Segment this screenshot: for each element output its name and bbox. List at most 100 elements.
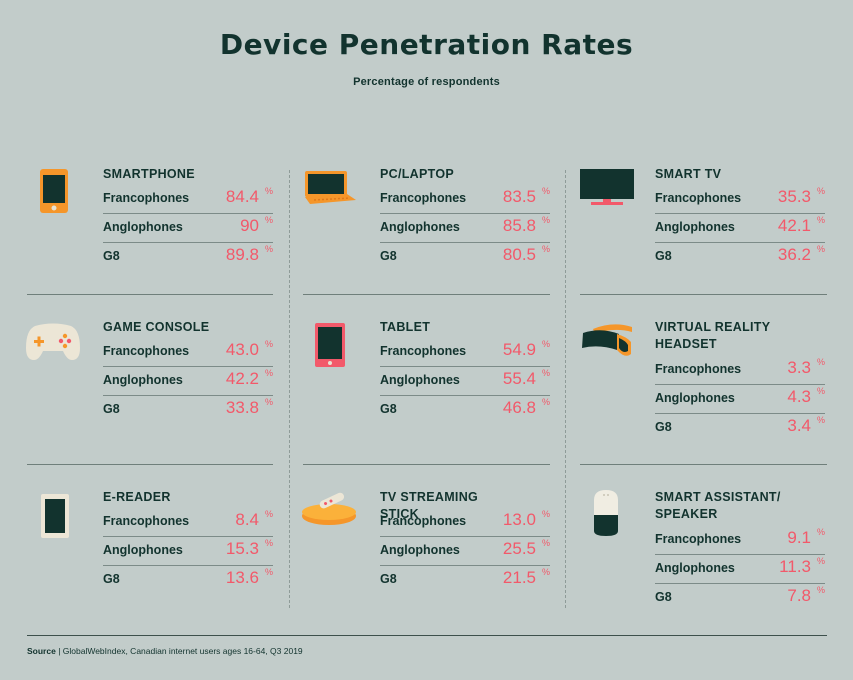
percent-sign: % — [264, 244, 273, 254]
row-label: G8 — [103, 572, 120, 586]
table-row: Anglophones 42.2% — [103, 366, 273, 396]
table-row: Francophones 35.3% — [655, 184, 825, 214]
percent-sign: % — [816, 527, 825, 537]
tablet-icon — [315, 323, 345, 367]
table-row: Francophones 54.9% — [380, 337, 550, 367]
percent-sign: % — [264, 567, 273, 577]
table-row: G8 7.8% — [655, 583, 825, 612]
percent-sign: % — [541, 567, 550, 577]
device-name: TABLET — [380, 320, 431, 334]
table-row: Francophones 9.1% — [655, 525, 825, 555]
row-label: Francophones — [380, 344, 467, 358]
percent-sign: % — [541, 538, 550, 548]
data-label: 15.3 — [225, 539, 259, 558]
row-label: Francophones — [103, 514, 190, 528]
chart-subtitle: Percentage of respondents — [353, 76, 500, 88]
data-label: 42.2 — [225, 369, 259, 388]
row-label: Anglophones — [655, 220, 735, 234]
row-divider — [303, 464, 550, 465]
gamepad-icon — [26, 323, 80, 360]
device-name: VIRTUAL REALITY HEADSET — [655, 320, 771, 351]
device-name: SMART TV — [655, 167, 722, 181]
data-label: 43.0 — [225, 340, 259, 359]
chart-title: Device Penetration Rates — [219, 28, 634, 61]
row-label: Anglophones — [655, 391, 735, 405]
row-label: Anglophones — [380, 543, 460, 557]
row-label: G8 — [380, 402, 397, 416]
row-label: G8 — [103, 249, 120, 263]
laptop-icon — [305, 171, 356, 204]
percent-sign: % — [816, 357, 825, 367]
percent-sign: % — [816, 556, 825, 566]
row-label: Francophones — [103, 191, 190, 205]
row-label: Francophones — [655, 532, 742, 546]
table-row: Francophones 84.4% — [103, 184, 273, 214]
data-label: 80.5 — [502, 245, 536, 264]
table-row: G8 80.5% — [380, 242, 550, 271]
percent-sign: % — [264, 509, 273, 519]
row-label: G8 — [380, 572, 397, 586]
data-label: 55.4 — [502, 369, 536, 388]
data-label: 42.1 — [777, 216, 811, 235]
table-row: Francophones 13.0% — [380, 507, 550, 537]
data-label: 3.3 — [787, 358, 811, 377]
data-label: 89.8 — [225, 245, 259, 264]
data-label: 4.3 — [787, 387, 811, 406]
device-name: SMART ASSISTANT/ SPEAKER — [655, 490, 781, 521]
row-divider — [303, 294, 550, 295]
data-label: 36.2 — [777, 245, 811, 264]
row-label: Francophones — [655, 191, 742, 205]
data-label: 83.5 — [502, 187, 536, 206]
table-row: G8 21.5% — [380, 565, 550, 594]
data-label: 54.9 — [502, 340, 536, 359]
row-label: G8 — [655, 420, 672, 434]
data-label: 25.5 — [502, 539, 536, 558]
table-row: Anglophones 90% — [103, 213, 273, 243]
row-divider — [27, 294, 273, 295]
row-label: Francophones — [103, 344, 190, 358]
column-divider — [289, 170, 290, 608]
data-label: 21.5 — [502, 568, 536, 587]
row-label: Anglophones — [103, 220, 183, 234]
percent-sign: % — [264, 397, 273, 407]
table-row: Francophones 43.0% — [103, 337, 273, 367]
percent-sign: % — [541, 186, 550, 196]
percent-sign: % — [816, 415, 825, 425]
percent-sign: % — [816, 186, 825, 196]
table-row: Anglophones 15.3% — [103, 536, 273, 566]
data-label: 9.1 — [787, 528, 811, 547]
smart-speaker-icon — [594, 490, 618, 536]
percent-sign: % — [541, 244, 550, 254]
table-row: Anglophones 25.5% — [380, 536, 550, 566]
row-divider — [27, 464, 273, 465]
data-label: 84.4 — [225, 187, 259, 206]
footer-divider — [27, 635, 827, 636]
table-row: G8 33.8% — [103, 395, 273, 424]
percent-sign: % — [816, 215, 825, 225]
table-row: G8 36.2% — [655, 242, 825, 271]
percent-sign: % — [264, 339, 273, 349]
data-label: 33.8 — [225, 398, 259, 417]
row-label: Francophones — [380, 191, 467, 205]
percent-sign: % — [541, 509, 550, 519]
data-label: 7.8 — [787, 586, 811, 605]
percent-sign: % — [816, 244, 825, 254]
row-label: Anglophones — [380, 220, 460, 234]
data-label: 3.4 — [787, 416, 811, 435]
data-label: 90 — [240, 216, 259, 235]
table-row: Anglophones 11.3% — [655, 554, 825, 584]
percent-sign: % — [541, 339, 550, 349]
row-label: Anglophones — [103, 373, 183, 387]
row-label: Francophones — [380, 514, 467, 528]
table-row: G8 46.8% — [380, 395, 550, 424]
row-label: Anglophones — [380, 373, 460, 387]
table-row: Anglophones 55.4% — [380, 366, 550, 396]
row-divider — [580, 464, 827, 465]
source-note: Source | GlobalWebIndex, Canadian intern… — [27, 646, 303, 656]
row-label: Anglophones — [655, 561, 735, 575]
data-label: 46.8 — [502, 398, 536, 417]
row-label: G8 — [380, 249, 397, 263]
percent-sign: % — [816, 585, 825, 595]
ereader-icon — [41, 494, 69, 538]
vr-headset-icon — [582, 324, 632, 356]
